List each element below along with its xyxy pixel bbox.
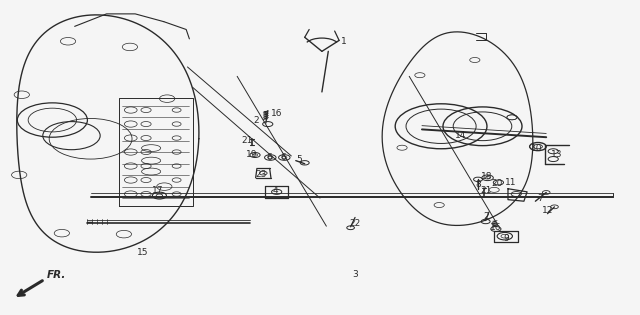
Text: 20: 20	[492, 179, 503, 188]
Text: 2: 2	[253, 116, 259, 124]
Text: 7: 7	[537, 194, 543, 203]
Text: 6: 6	[280, 153, 286, 162]
Text: 23: 23	[256, 170, 267, 179]
Text: 1: 1	[341, 37, 347, 47]
Text: 16: 16	[490, 223, 501, 232]
Text: 11: 11	[506, 178, 517, 187]
Text: FR.: FR.	[47, 270, 67, 280]
Text: 6: 6	[266, 153, 272, 162]
Text: 18: 18	[481, 172, 493, 181]
Text: 15: 15	[137, 248, 148, 257]
Text: 9: 9	[504, 234, 509, 243]
Text: 5: 5	[297, 155, 303, 163]
Text: 21: 21	[241, 136, 252, 145]
Text: 16: 16	[271, 109, 282, 118]
Text: 12: 12	[543, 206, 554, 215]
Text: 22: 22	[349, 219, 361, 227]
Text: 21: 21	[480, 186, 492, 195]
Text: 10: 10	[531, 144, 543, 153]
Text: 3: 3	[352, 270, 358, 279]
Text: 14: 14	[454, 131, 466, 140]
Text: 13: 13	[551, 150, 563, 159]
Text: 8: 8	[475, 180, 481, 189]
Text: 2: 2	[483, 212, 488, 221]
Text: 19: 19	[246, 150, 257, 159]
Text: 17: 17	[152, 186, 163, 195]
Text: 4: 4	[273, 186, 278, 195]
